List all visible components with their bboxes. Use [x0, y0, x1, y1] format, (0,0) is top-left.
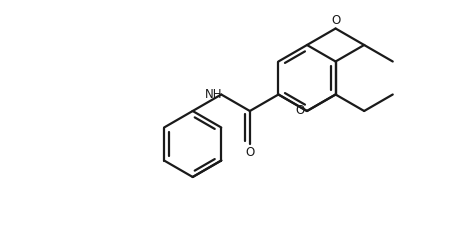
- Text: O: O: [296, 104, 305, 118]
- Text: NH: NH: [205, 88, 222, 101]
- Text: O: O: [245, 146, 254, 159]
- Text: O: O: [331, 15, 340, 27]
